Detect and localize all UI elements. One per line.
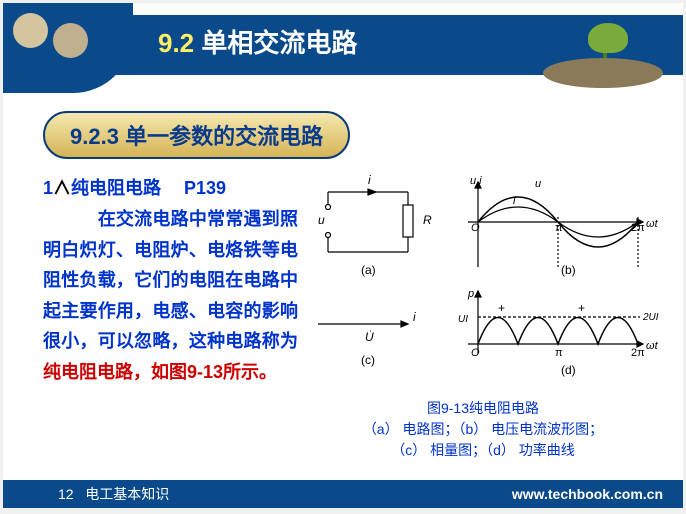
svg-text:2UI: 2UI	[642, 312, 659, 323]
footer-bar: 12 电工基本知识 www.techbook.com.cn	[3, 480, 683, 508]
body-paragraph: 在交流电路中常常遇到照明白炽灯、电阻炉、电烙铁等电阻性负载，它们的电阻在电路中起…	[43, 204, 298, 388]
svg-text:u: u	[318, 213, 325, 227]
chapter-text: 单相交流电路	[201, 28, 357, 58]
footer-url: www.techbook.com.cn	[512, 486, 663, 502]
section-num: 9.2.3	[70, 124, 119, 149]
svg-text:2π: 2π	[631, 222, 645, 234]
svg-text:O: O	[471, 347, 480, 359]
svg-text:2π: 2π	[631, 347, 645, 359]
svg-text:u: u	[535, 178, 541, 190]
chapter-title: 9.2 单相交流电路	[158, 23, 357, 60]
figure-caption: 图9-13纯电阻电路 （a） 电路图；（b） 电压电流波形图； （c） 相量图；…	[303, 398, 663, 461]
circuit-diagram: i u R (a) i U̇ (c)	[303, 169, 663, 389]
svg-text:p: p	[467, 288, 474, 300]
svg-text:O: O	[471, 222, 480, 234]
svg-text:U̇: U̇	[365, 330, 374, 344]
page-number: 12 电工基本知识	[58, 484, 169, 504]
svg-text:u,i: u,i	[470, 175, 482, 187]
svg-text:UI: UI	[458, 314, 468, 325]
svg-text:+: +	[578, 301, 585, 315]
corner-photo	[3, 3, 133, 93]
svg-text:ωt: ωt	[646, 218, 659, 230]
svg-text:π: π	[555, 347, 563, 359]
chapter-num: 9.2	[158, 28, 194, 58]
section-text: 单一参数的交流电路	[125, 124, 323, 149]
svg-text:(c): (c)	[361, 353, 375, 367]
svg-text:i: i	[413, 310, 416, 324]
svg-text:ωt: ωt	[646, 340, 659, 352]
svg-text:R: R	[423, 213, 432, 227]
plant-decoration	[563, 3, 663, 78]
svg-text:+: +	[498, 301, 505, 315]
svg-text:i: i	[368, 173, 371, 187]
figure-9-13: i u R (a) i U̇ (c)	[303, 169, 663, 461]
svg-text:(a): (a)	[361, 263, 376, 277]
section-pill: 9.2.3 单一参数的交流电路	[43, 111, 350, 159]
svg-text:(b): (b)	[561, 263, 576, 277]
svg-text:(d): (d)	[561, 363, 576, 377]
svg-text:π: π	[555, 222, 563, 234]
